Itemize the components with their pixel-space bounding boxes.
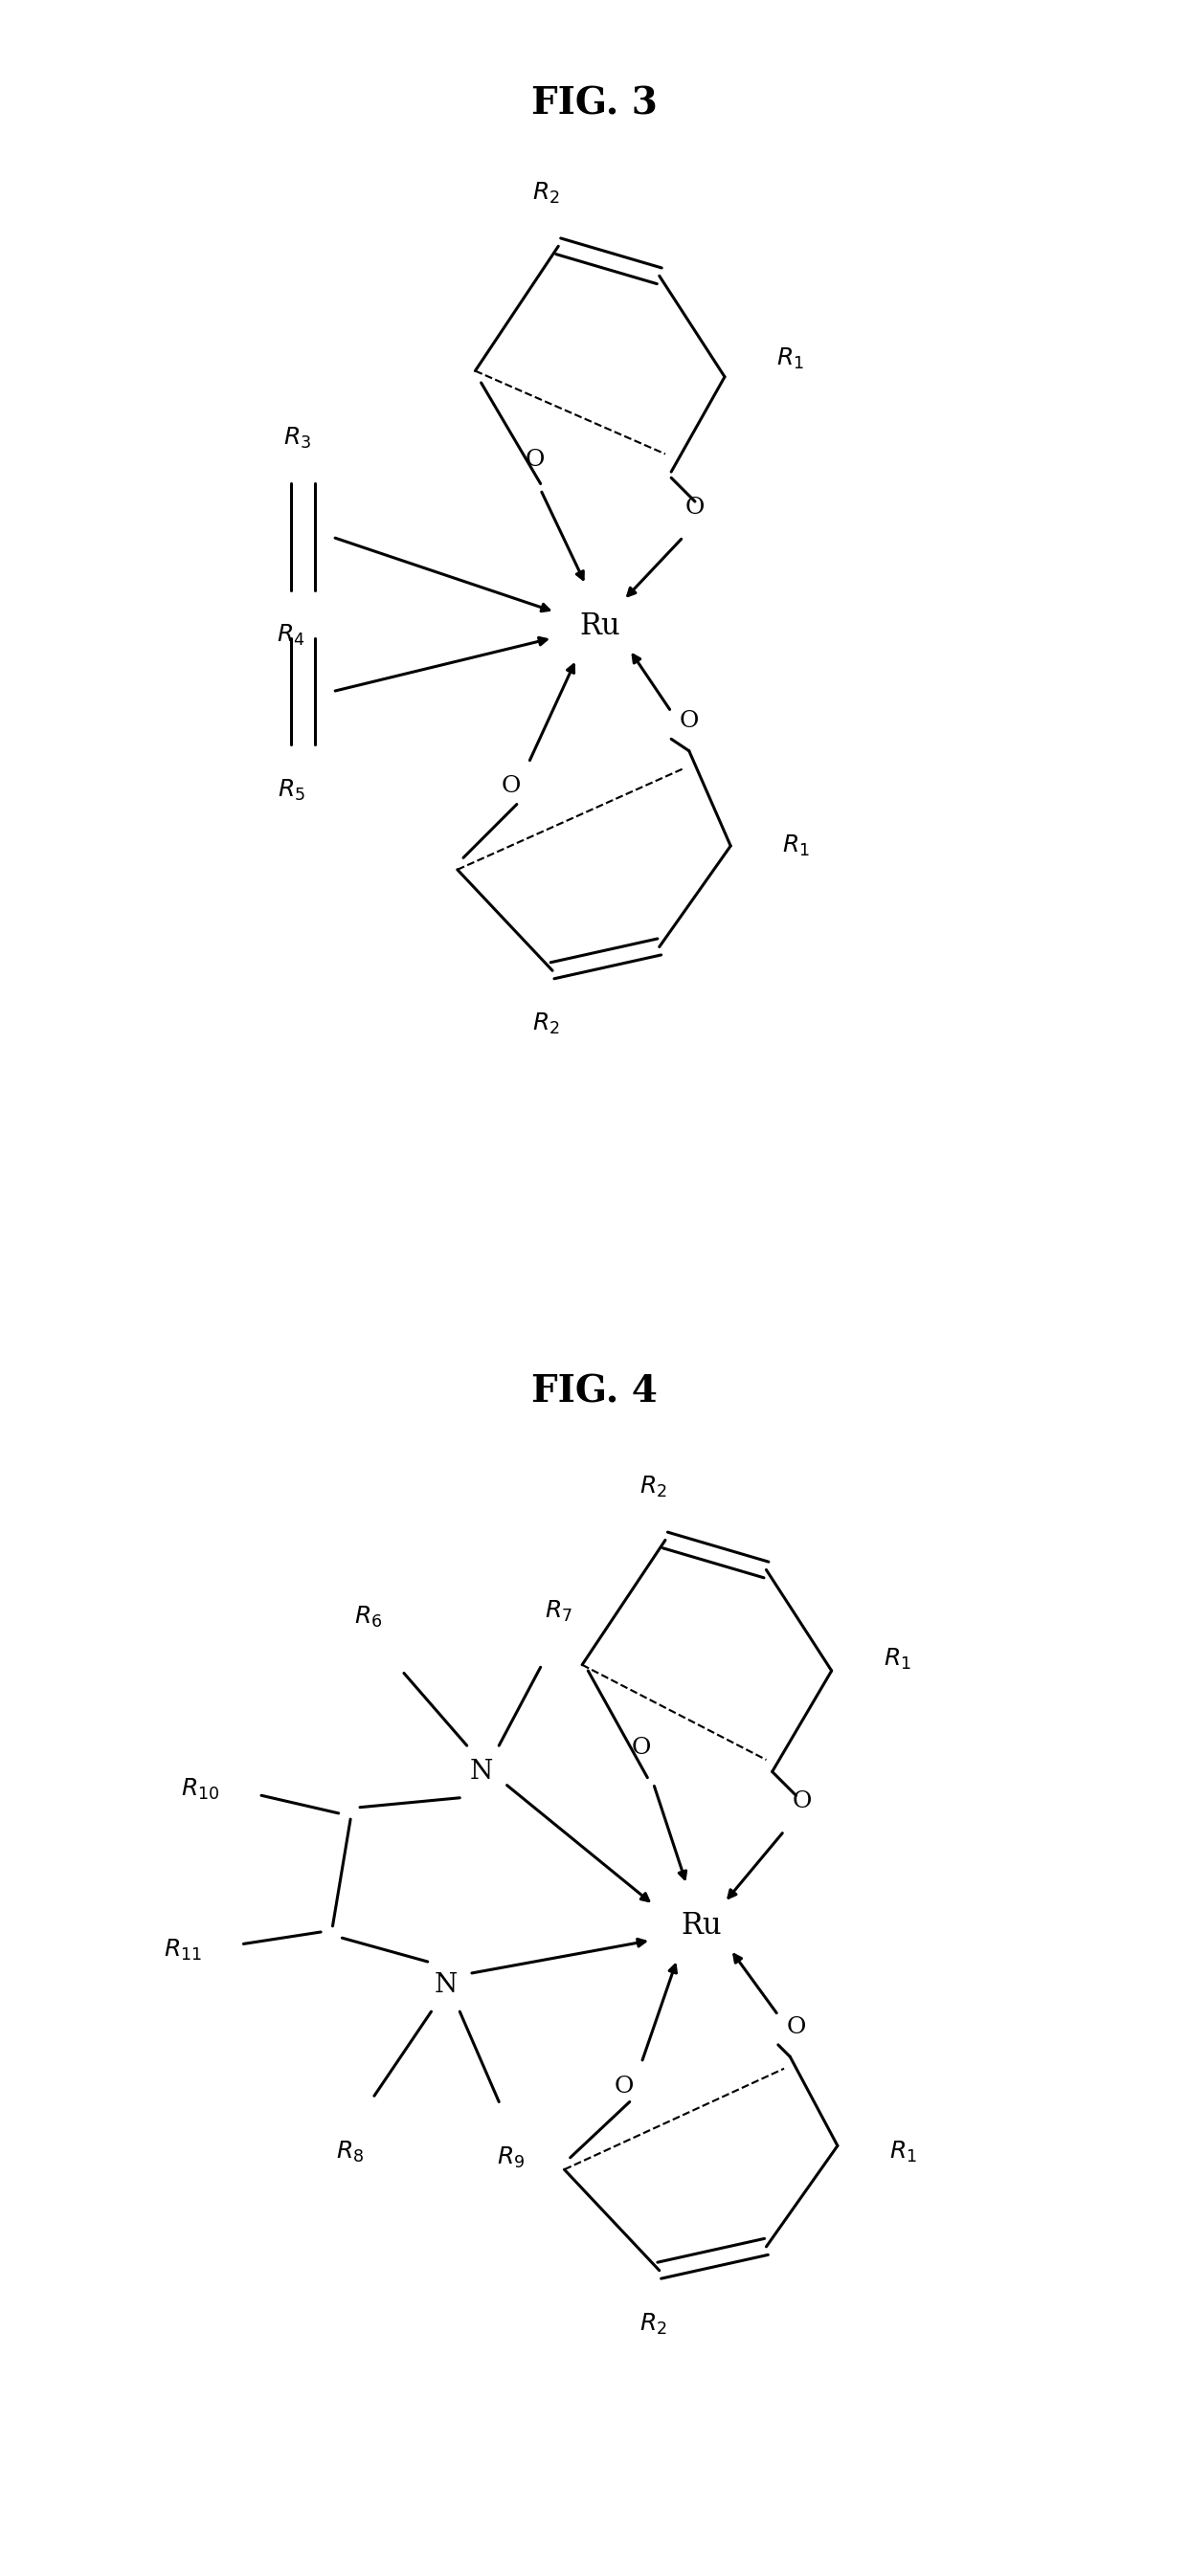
Text: $R_1$: $R_1$ xyxy=(889,2138,917,2164)
Text: O: O xyxy=(501,775,520,799)
Text: $R_1$: $R_1$ xyxy=(782,835,810,858)
Text: $R_5$: $R_5$ xyxy=(277,778,305,804)
Text: $R_{11}$: $R_{11}$ xyxy=(164,1937,202,1963)
Text: O: O xyxy=(632,1736,651,1759)
Text: FIG. 3: FIG. 3 xyxy=(531,85,657,121)
Text: $R_9$: $R_9$ xyxy=(497,2146,525,2169)
Text: O: O xyxy=(792,1790,811,1814)
Text: $R_2$: $R_2$ xyxy=(532,1012,561,1036)
Text: O: O xyxy=(614,2076,633,2097)
Text: N: N xyxy=(469,1759,493,1785)
Text: $R_2$: $R_2$ xyxy=(639,2311,668,2336)
Text: $R_2$: $R_2$ xyxy=(639,1473,668,1499)
Text: $R_1$: $R_1$ xyxy=(883,1646,911,1672)
Text: Ru: Ru xyxy=(580,611,620,641)
Text: $R_8$: $R_8$ xyxy=(336,2138,365,2164)
Text: O: O xyxy=(685,497,704,518)
Text: $R_6$: $R_6$ xyxy=(354,1605,383,1631)
Text: N: N xyxy=(434,1973,457,1999)
Text: $R_{10}$: $R_{10}$ xyxy=(181,1777,220,1803)
Text: O: O xyxy=(786,2017,805,2038)
Text: Ru: Ru xyxy=(681,1911,721,1940)
Text: O: O xyxy=(680,711,699,732)
Text: $R_7$: $R_7$ xyxy=(544,1600,573,1623)
Text: $R_4$: $R_4$ xyxy=(277,623,305,649)
Text: O: O xyxy=(525,448,544,471)
Text: $R_3$: $R_3$ xyxy=(283,425,311,451)
Text: $R_1$: $R_1$ xyxy=(776,345,804,371)
Text: $R_2$: $R_2$ xyxy=(532,180,561,206)
Text: FIG. 4: FIG. 4 xyxy=(531,1373,657,1409)
